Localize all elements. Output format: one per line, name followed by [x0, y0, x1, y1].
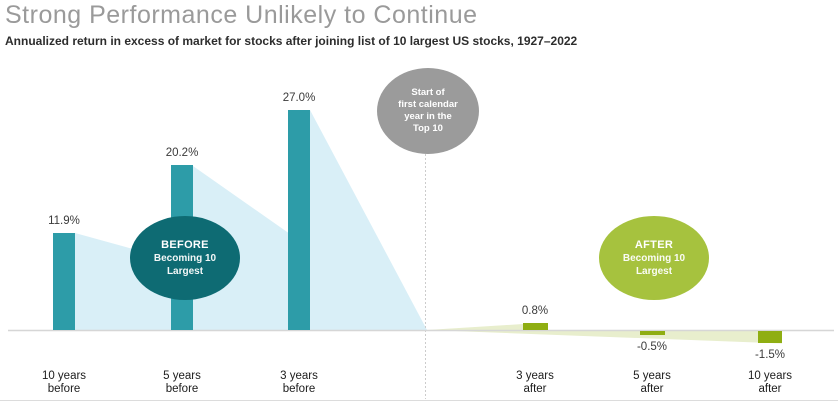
bar-10-years-after	[758, 331, 782, 343]
axis-label-line2: after	[523, 383, 547, 395]
before-bubble-title: BEFORE	[161, 239, 209, 251]
axis-label-line1: 3 years	[516, 370, 554, 382]
start-bubble-line4: Top 10	[413, 123, 443, 134]
after-bubble-line2: Largest	[635, 266, 673, 277]
value-label-3-years-after: 0.8%	[521, 305, 549, 317]
before-bubble: BEFORE Becoming 10 Largest	[130, 216, 240, 300]
axis-label-line2: before	[282, 383, 316, 395]
axis-label-10-years-before: 10 years before	[19, 370, 109, 396]
axis-label-line2: before	[47, 383, 81, 395]
fan-after-upper	[427, 324, 523, 330]
bar-5-years-after	[639, 331, 665, 335]
before-bubble-line2: Largest	[166, 266, 204, 277]
bar-10-years-before	[53, 233, 75, 330]
axis-label-10-years-after: 10 years after	[725, 370, 815, 396]
axis-label-line2: after	[640, 383, 664, 395]
value-label-3-years-before: 27.0%	[282, 92, 316, 104]
before-bubble-line1: Becoming 10	[153, 253, 217, 264]
axis-label-line2: before	[165, 383, 199, 395]
value-label-5-years-before: 20.2%	[165, 147, 199, 159]
after-bubble: AFTER Becoming 10 Largest	[599, 216, 709, 300]
axis-label-line1: 5 years	[633, 370, 671, 382]
fan-before-3y	[310, 110, 427, 330]
axis-label-5-years-after: 5 years after	[607, 370, 697, 396]
bar-3-years-after	[522, 323, 548, 330]
page-subtitle: Annualized return in excess of market fo…	[5, 34, 578, 48]
start-bubble-line1: Start of	[411, 87, 445, 98]
bar-3-years-before	[288, 110, 310, 330]
value-label-5-years-after: -0.5%	[636, 341, 668, 353]
after-bubble-line1: Becoming 10	[622, 253, 686, 264]
value-label-10-years-before: 11.9%	[48, 215, 80, 227]
axis-label-3-years-after: 3 years after	[490, 370, 580, 396]
axis-label-line1: 10 years	[747, 370, 793, 382]
axis-label-line1: 10 years	[41, 370, 87, 382]
page-title: Strong Performance Unlikely to Continue	[5, 1, 478, 29]
fan-after-lower	[427, 330, 782, 344]
value-label-10-years-after: -1.5%	[754, 349, 786, 361]
after-bubble-title: AFTER	[634, 239, 674, 251]
axis-label-3-years-before: 3 years before	[254, 370, 344, 396]
axis-label-line1: 5 years	[163, 370, 201, 382]
axis-label-line2: after	[758, 383, 782, 395]
start-top10-bubble: Start of first calendar year in the Top …	[377, 68, 479, 154]
axis-label-line1: 3 years	[280, 370, 318, 382]
start-bubble-line3: year in the	[404, 111, 452, 122]
start-bubble-line2: first calendar	[398, 99, 458, 110]
axis-label-5-years-before: 5 years before	[137, 370, 227, 396]
